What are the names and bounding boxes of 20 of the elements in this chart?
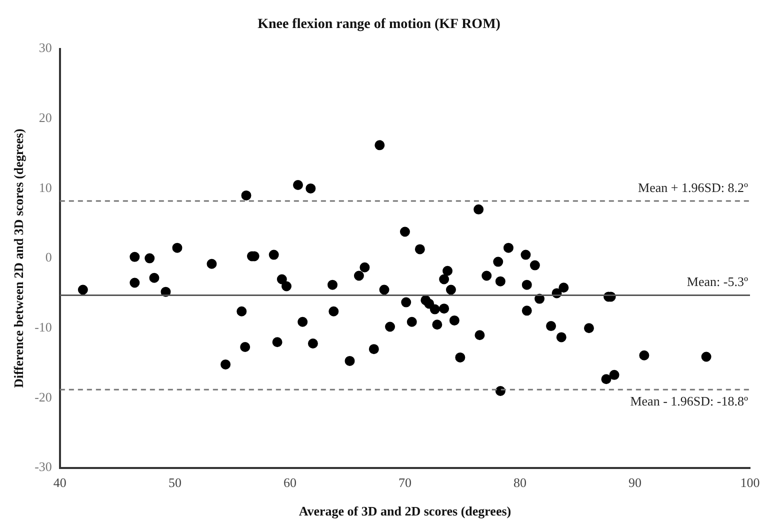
- y-tick-label: 30: [38, 40, 52, 56]
- y-tick-label: -30: [34, 459, 52, 474]
- x-tick-label: 70: [398, 475, 412, 490]
- ref-line-label: Mean + 1.96SD: 8.2º: [638, 180, 748, 195]
- x-tick-label: 60: [283, 475, 296, 490]
- y-tick-label: 0: [45, 250, 52, 265]
- x-tick-label: 40: [53, 475, 66, 490]
- y-tick-label: -10: [34, 320, 52, 335]
- chart-title: Knee flexion range of motion (KF ROM): [258, 17, 501, 32]
- x-tick-label: 50: [168, 475, 182, 490]
- ref-line-label: Mean: -5.3º: [686, 274, 748, 290]
- x-axis-title: Average of 3D and 2D scores (degrees): [298, 504, 512, 519]
- x-tick-label: 90: [628, 475, 642, 490]
- x-tick-label: 100: [740, 475, 760, 490]
- y-tick-label: -20: [34, 389, 52, 404]
- y-tick-label: 10: [38, 180, 52, 195]
- x-tick-label: 80: [513, 475, 526, 490]
- y-axis-title: Difference between 2D and 3D scores (degrees): [11, 128, 26, 388]
- y-tick-label: 20: [38, 110, 52, 126]
- ref-line-label: Mean - 1.96SD: -18.8º: [630, 394, 748, 409]
